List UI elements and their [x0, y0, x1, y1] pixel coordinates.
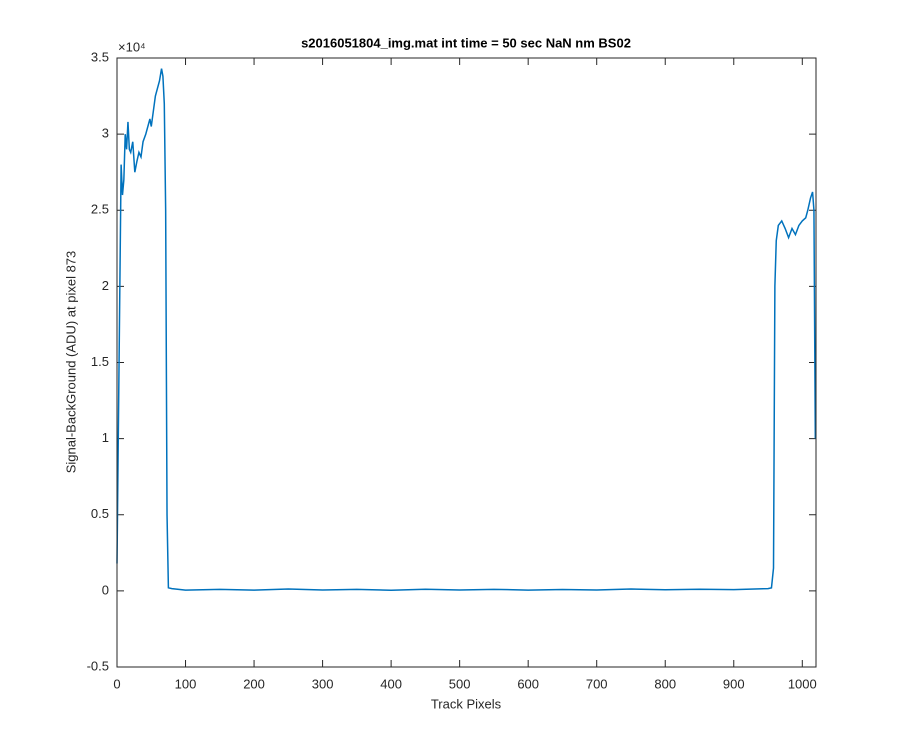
y-tick-label: 1 — [102, 430, 109, 445]
x-tick-label: 900 — [723, 676, 745, 691]
x-axis-label: Track Pixels — [431, 696, 502, 711]
x-tick-label: 800 — [654, 676, 676, 691]
y-tick-label: 0 — [102, 582, 109, 597]
y-exponent-label: ×10⁴ — [118, 39, 146, 54]
y-tick-label: 3.5 — [91, 49, 109, 64]
y-tick-label: -0.5 — [87, 658, 109, 673]
x-tick-label: 1000 — [788, 676, 817, 691]
y-tick-label: 3 — [102, 126, 109, 141]
chart-title: s2016051804_img.mat int time = 50 sec Na… — [301, 35, 631, 50]
y-tick-label: 2 — [102, 278, 109, 293]
x-tick-label: 200 — [243, 676, 265, 691]
data-line — [116, 68, 817, 592]
y-tick-label: 1.5 — [91, 354, 109, 369]
plot-area — [117, 58, 816, 667]
x-tick-label: 0 — [113, 676, 120, 691]
y-tick-label: 0.5 — [91, 506, 109, 521]
y-axis-label: Signal-BackGround (ADU) at pixel 873 — [63, 251, 78, 474]
y-tick-label: 2.5 — [91, 202, 109, 217]
axes-box — [116, 57, 817, 668]
x-tick-label: 300 — [312, 676, 334, 691]
x-tick-label: 100 — [175, 676, 197, 691]
x-tick-label: 600 — [517, 676, 539, 691]
x-tick-label: 500 — [449, 676, 471, 691]
x-tick-label: 700 — [586, 676, 608, 691]
x-tick-label: 400 — [380, 676, 402, 691]
